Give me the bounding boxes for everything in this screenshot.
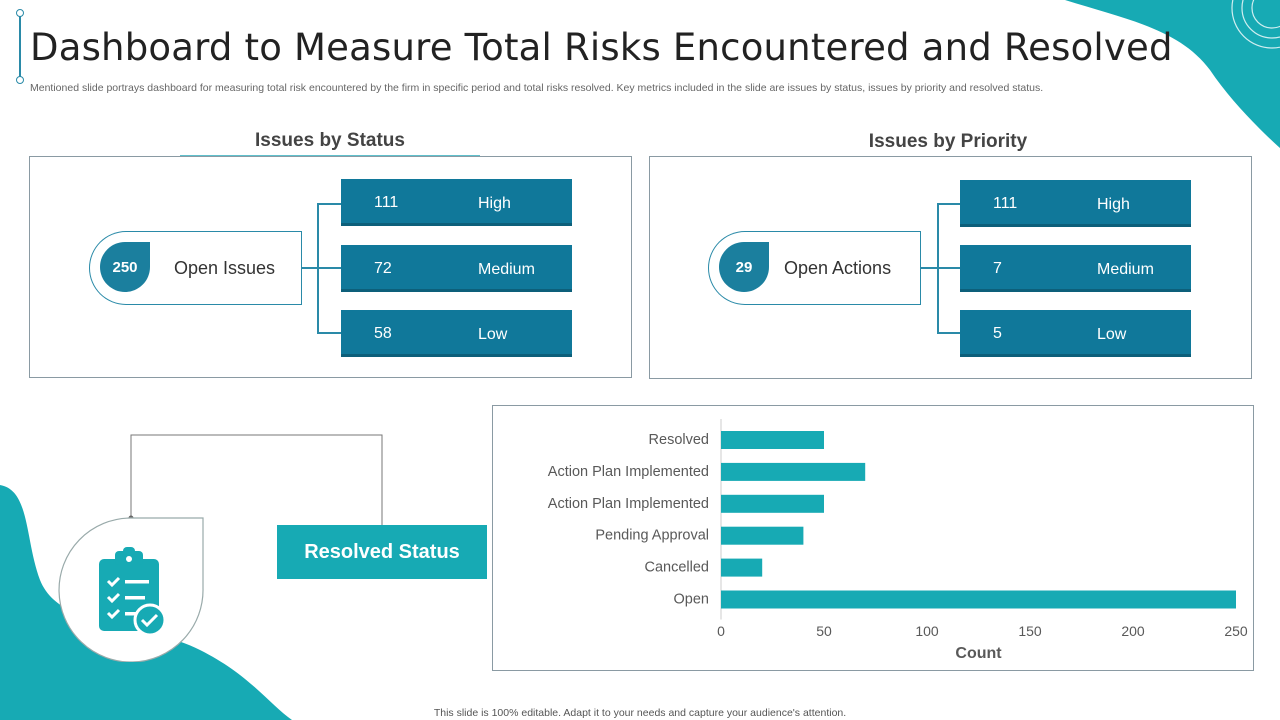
footer-note: This slide is 100% editable. Adapt it to… xyxy=(433,707,847,719)
chart-x-tick-label: 0 xyxy=(717,623,725,639)
chart-category-label: Action Plan Implemented xyxy=(548,464,709,480)
open-actions-label: Open Actions xyxy=(784,258,892,278)
open-actions-badge: 29 xyxy=(719,242,769,292)
chart-category-label: Resolved xyxy=(649,432,709,448)
chart-x-axis-title: Count xyxy=(955,645,1002,662)
issues-by-status-panel: 250 Open Issues 111 High 72 Medium 58 Lo… xyxy=(29,156,632,378)
priority-connector-low xyxy=(937,332,961,334)
chart-bar xyxy=(721,590,1236,609)
priority-high-box: 111 High xyxy=(960,180,1191,227)
status-high-box: 111 High xyxy=(341,179,572,226)
chart-x-tick-label: 100 xyxy=(915,623,939,639)
open-issues-pill xyxy=(126,231,302,305)
issues-by-priority-title: Issues by Priority xyxy=(868,131,1028,152)
status-connector-stem xyxy=(302,267,318,269)
status-medium-box: 72 Medium xyxy=(341,245,572,292)
chart-category-label: Cancelled xyxy=(645,560,710,576)
priority-connector-medium xyxy=(937,267,961,269)
chart-x-tick-label: 200 xyxy=(1121,623,1145,639)
title-accent-dot-bottom xyxy=(16,76,24,84)
status-low-value: 58 xyxy=(374,325,392,342)
title-accent-line xyxy=(19,12,21,80)
page-subtitle: Mentioned slide portrays dashboard for m… xyxy=(30,82,1044,94)
resolved-connector-lines xyxy=(128,434,383,525)
status-connector-low xyxy=(317,332,342,334)
priority-connector-stem xyxy=(921,267,938,269)
chart-bar xyxy=(721,494,824,513)
status-high-value: 111 xyxy=(374,194,399,211)
clipboard-check-icon xyxy=(95,547,167,637)
resolved-status-label: Resolved Status xyxy=(277,525,487,579)
priority-low-value: 5 xyxy=(993,325,1002,342)
issues-by-status-title: Issues by Status xyxy=(255,130,405,151)
resolved-status-bar-chart: Resolved Action Plan Implemented Action Pl… xyxy=(548,419,1248,662)
status-connector-high xyxy=(317,203,342,205)
priority-low-box: 5 Low xyxy=(960,310,1191,357)
status-low-label: Low xyxy=(478,326,508,343)
status-low-box: 58 Low xyxy=(341,310,572,357)
page-title: Dashboard to Measure Total Risks Encount… xyxy=(30,26,1173,69)
status-medium-value: 72 xyxy=(374,260,392,277)
chart-category-label: Pending Approval xyxy=(595,528,709,544)
status-high-label: High xyxy=(478,195,511,212)
issues-by-priority-panel: 29 Open Actions 111 High 7 Medium 5 Low xyxy=(649,156,1252,379)
title-accent-dot-top xyxy=(16,9,24,17)
priority-low-label: Low xyxy=(1097,326,1127,343)
priority-high-value: 111 xyxy=(993,195,1018,212)
resolved-status-chart-panel: Resolved Action Plan Implemented Action Pl… xyxy=(492,405,1254,671)
chart-x-tick-label: 50 xyxy=(816,623,832,639)
bottom-left-wave-decoration xyxy=(0,485,292,720)
chart-x-tick-label: 150 xyxy=(1018,623,1042,639)
chart-category-label: Open xyxy=(674,592,709,608)
status-connector-medium xyxy=(317,267,342,269)
open-issues-badge: 250 xyxy=(100,242,150,292)
priority-connector-high xyxy=(937,203,961,205)
open-issues-label: Open Issues xyxy=(174,258,276,278)
status-medium-label: Medium xyxy=(478,261,535,278)
priority-medium-label: Medium xyxy=(1097,261,1154,278)
open-actions-pill xyxy=(745,231,921,305)
chart-bar xyxy=(721,526,804,545)
priority-medium-value: 7 xyxy=(993,260,1002,277)
chart-bar xyxy=(721,431,824,449)
chart-bar xyxy=(721,462,866,481)
priority-high-label: High xyxy=(1097,196,1130,213)
chart-category-label: Action Plan Implemented xyxy=(548,496,709,512)
resolved-icon-container xyxy=(58,517,204,662)
priority-medium-box: 7 Medium xyxy=(960,245,1191,292)
top-right-wave-decoration xyxy=(1065,0,1280,148)
chart-bar xyxy=(721,558,763,577)
chart-x-tick-label: 250 xyxy=(1224,623,1248,639)
